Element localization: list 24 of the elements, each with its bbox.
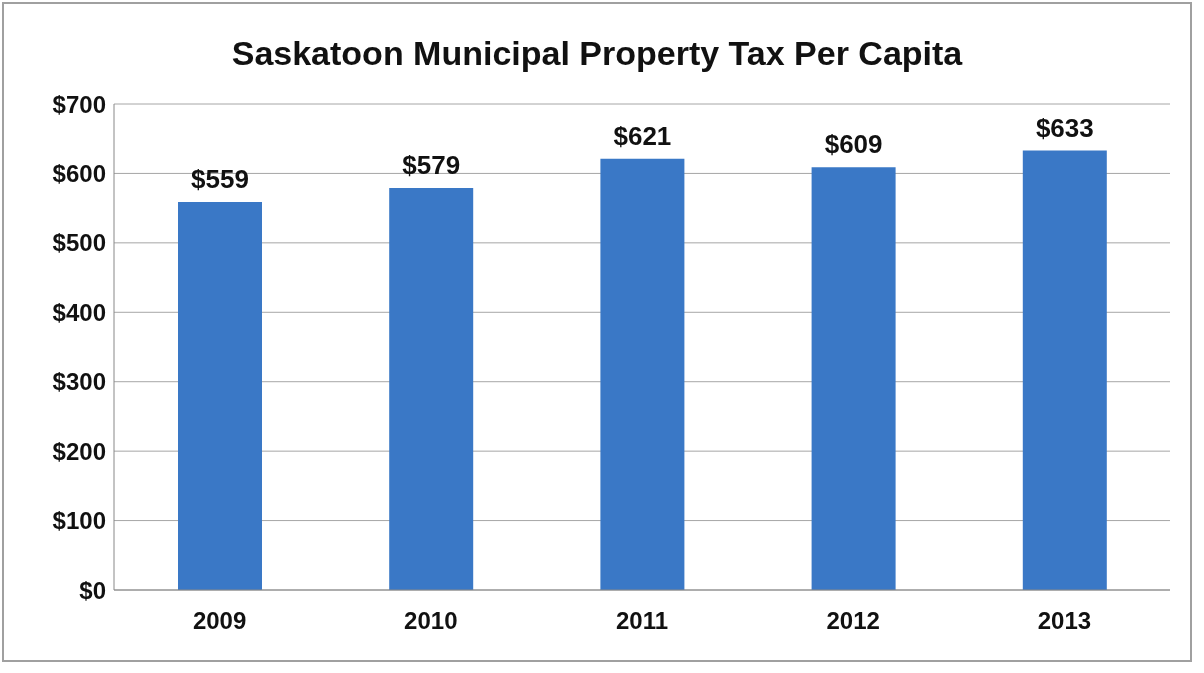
x-tick-label: 2012 [826,607,880,635]
bar [389,188,474,590]
bar [600,158,685,590]
y-tick-label: $700 [52,90,106,118]
y-tick-label: $600 [52,159,106,187]
data-label: $579 [402,150,461,181]
x-tick-label: 2010 [404,607,458,635]
x-tick-label: 2013 [1037,607,1092,635]
bar [811,167,896,590]
chart-title: Saskatoon Municipal Property Tax Per Capita [230,34,964,74]
data-label: $559 [191,163,249,194]
data-label: $609 [824,129,883,160]
y-tick-label: $400 [52,298,106,326]
y-tick-label: $300 [52,368,106,396]
data-label: $633 [1035,112,1094,143]
x-tick-label: 2009 [192,607,247,635]
x-tick-label: 2011 [615,607,669,635]
y-tick-label: $200 [52,437,106,465]
data-label: $621 [613,120,672,151]
bar [1022,150,1107,590]
y-tick-label: $100 [52,507,106,535]
y-tick-label: $500 [52,229,106,257]
bar [178,201,262,590]
y-tick-label: $0 [79,576,106,604]
